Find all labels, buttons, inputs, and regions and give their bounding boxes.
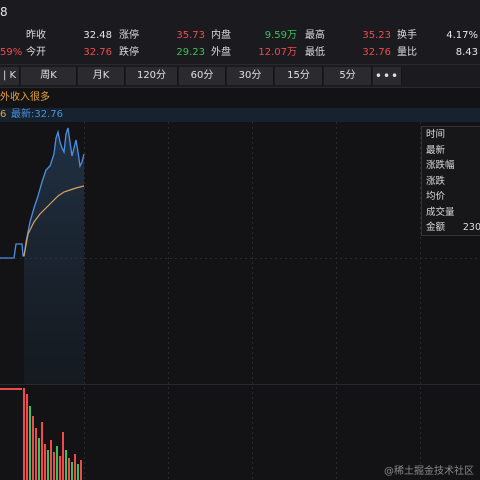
stat-limit-up: 涨停 35.73 bbox=[119, 29, 205, 42]
stat-limit-down: 跌停 29.23 bbox=[119, 46, 205, 59]
tab-5min[interactable]: 5分 bbox=[324, 67, 372, 85]
tooltip-value: 230 bbox=[462, 222, 480, 233]
tab-120min[interactable]: 120分 bbox=[126, 67, 178, 85]
stat-outer-volume: 外盘 12.07万 bbox=[211, 46, 297, 59]
tooltip-label: 金额 bbox=[426, 222, 446, 233]
stat-value: 32.76 bbox=[362, 47, 391, 58]
tooltip-label: 涨跌幅 bbox=[426, 160, 455, 171]
stat-label: 最高 bbox=[305, 30, 325, 41]
volume-bar bbox=[53, 452, 55, 480]
stat-open: 今开 32.76 bbox=[26, 46, 112, 59]
latest-price-label: 最新:32.76 bbox=[11, 109, 63, 120]
volume-bar bbox=[29, 406, 31, 480]
tooltip-row: 金额 230 bbox=[422, 220, 480, 236]
tooltip-row: 时间 bbox=[422, 127, 480, 143]
volume-bar bbox=[74, 454, 76, 480]
volume-bar bbox=[56, 446, 58, 480]
tooltip-label: 成交量 bbox=[426, 206, 455, 218]
stat-high: 最高 35.23 bbox=[305, 29, 391, 42]
info-prefix: 6 bbox=[0, 109, 7, 120]
volume-bar bbox=[44, 444, 46, 480]
volume-bar bbox=[68, 458, 70, 480]
volume-bar bbox=[41, 422, 43, 480]
volume-bar bbox=[35, 428, 37, 480]
volume-bar bbox=[0, 388, 22, 390]
volume-bar bbox=[47, 450, 49, 480]
stat-value: 9.59万 bbox=[264, 30, 297, 41]
stat-label: 外盘 bbox=[211, 47, 231, 58]
tooltip-row: 成交量 bbox=[422, 205, 480, 221]
tab-day-k[interactable]: | K bbox=[0, 67, 20, 85]
volume-bar bbox=[26, 394, 28, 480]
average-price-line bbox=[23, 185, 85, 257]
tooltip-row: 最新 bbox=[422, 143, 480, 159]
stat-inner-volume: 内盘 9.59万 bbox=[211, 29, 297, 42]
tooltip-label: 均价 bbox=[426, 191, 446, 202]
stat-value: 32.48 bbox=[83, 30, 112, 41]
price-area bbox=[24, 128, 84, 384]
stat-label: 最低 bbox=[305, 47, 325, 58]
price-line bbox=[0, 127, 85, 259]
tab-week-k[interactable]: 周K bbox=[21, 67, 77, 85]
volume-bar bbox=[32, 416, 34, 480]
stat-change-pct: 59% bbox=[0, 46, 22, 59]
tab-60min[interactable]: 60分 bbox=[179, 67, 226, 85]
stat-value: 8.43 bbox=[455, 47, 478, 58]
volume-bar bbox=[80, 460, 82, 480]
volume-bar bbox=[62, 432, 64, 480]
stat-value: 12.07万 bbox=[258, 47, 297, 58]
volume-bar bbox=[59, 456, 61, 480]
tooltip-row: 涨跌 bbox=[422, 174, 480, 190]
stat-low: 最低 32.76 bbox=[305, 46, 391, 59]
tab-month-k[interactable]: 月K bbox=[78, 67, 125, 85]
stat-value: 4.17% bbox=[446, 30, 478, 41]
tooltip-label: 最新 bbox=[426, 144, 446, 156]
stat-change-pct-value: 59% bbox=[0, 47, 23, 58]
tab-30min[interactable]: 30分 bbox=[227, 67, 274, 85]
tooltip-label: 涨跌 bbox=[426, 175, 446, 187]
stat-turnover: 换手 4.17% bbox=[397, 29, 480, 42]
stat-volume-ratio: 量比 8.43 bbox=[397, 46, 480, 59]
stat-label: 跌停 bbox=[119, 47, 139, 58]
tooltip-label: 时间 bbox=[426, 129, 446, 140]
stat-label: 内盘 bbox=[211, 30, 231, 41]
stat-prev-close: 昨收 32.48 bbox=[26, 29, 112, 42]
stat-label: 量比 bbox=[397, 47, 417, 58]
stat-label: 涨停 bbox=[119, 30, 139, 41]
volume-bar bbox=[71, 462, 73, 480]
watermark: @稀土掘金技术社区 bbox=[384, 466, 474, 477]
volume-bar bbox=[38, 438, 40, 480]
volume-bar bbox=[65, 450, 67, 480]
volume-bars bbox=[0, 388, 82, 480]
price-info-bar: 6 最新:32.76 bbox=[0, 108, 480, 122]
stat-value: 29.23 bbox=[176, 47, 205, 58]
volume-bar bbox=[23, 388, 25, 480]
stat-label: 今开 bbox=[26, 47, 46, 58]
stock-title: 8 bbox=[0, 5, 8, 19]
period-tabs: | K 周K 月K 120分 60分 30分 15分 5分 ••• bbox=[0, 65, 480, 88]
tooltip-row: 涨跌幅 bbox=[422, 158, 480, 174]
crosshair-tooltip: 时间 最新 涨跌幅 涨跌 均价 成交量 金额 230 bbox=[421, 126, 480, 236]
quote-stats-panel: 昨收 32.48 涨停 35.73 内盘 9.59万 最高 35.23 换手 4… bbox=[0, 26, 480, 65]
more-tabs-button[interactable]: ••• bbox=[373, 67, 402, 85]
stat-value: 35.23 bbox=[362, 30, 391, 41]
stat-label: 昨收 bbox=[26, 30, 46, 41]
stat-label: 换手 bbox=[397, 30, 417, 41]
stat-value: 35.73 bbox=[176, 30, 205, 41]
title-bar: 8 bbox=[0, 0, 480, 26]
tab-15min[interactable]: 15分 bbox=[275, 67, 323, 85]
intraday-chart[interactable] bbox=[0, 122, 480, 480]
volume-bar bbox=[50, 440, 52, 480]
stat-change bbox=[0, 29, 20, 42]
stat-value: 32.76 bbox=[83, 47, 112, 58]
tooltip-row: 均价 bbox=[422, 189, 480, 205]
volume-bar bbox=[77, 464, 79, 480]
news-note[interactable]: 外收入很多 bbox=[0, 92, 50, 103]
